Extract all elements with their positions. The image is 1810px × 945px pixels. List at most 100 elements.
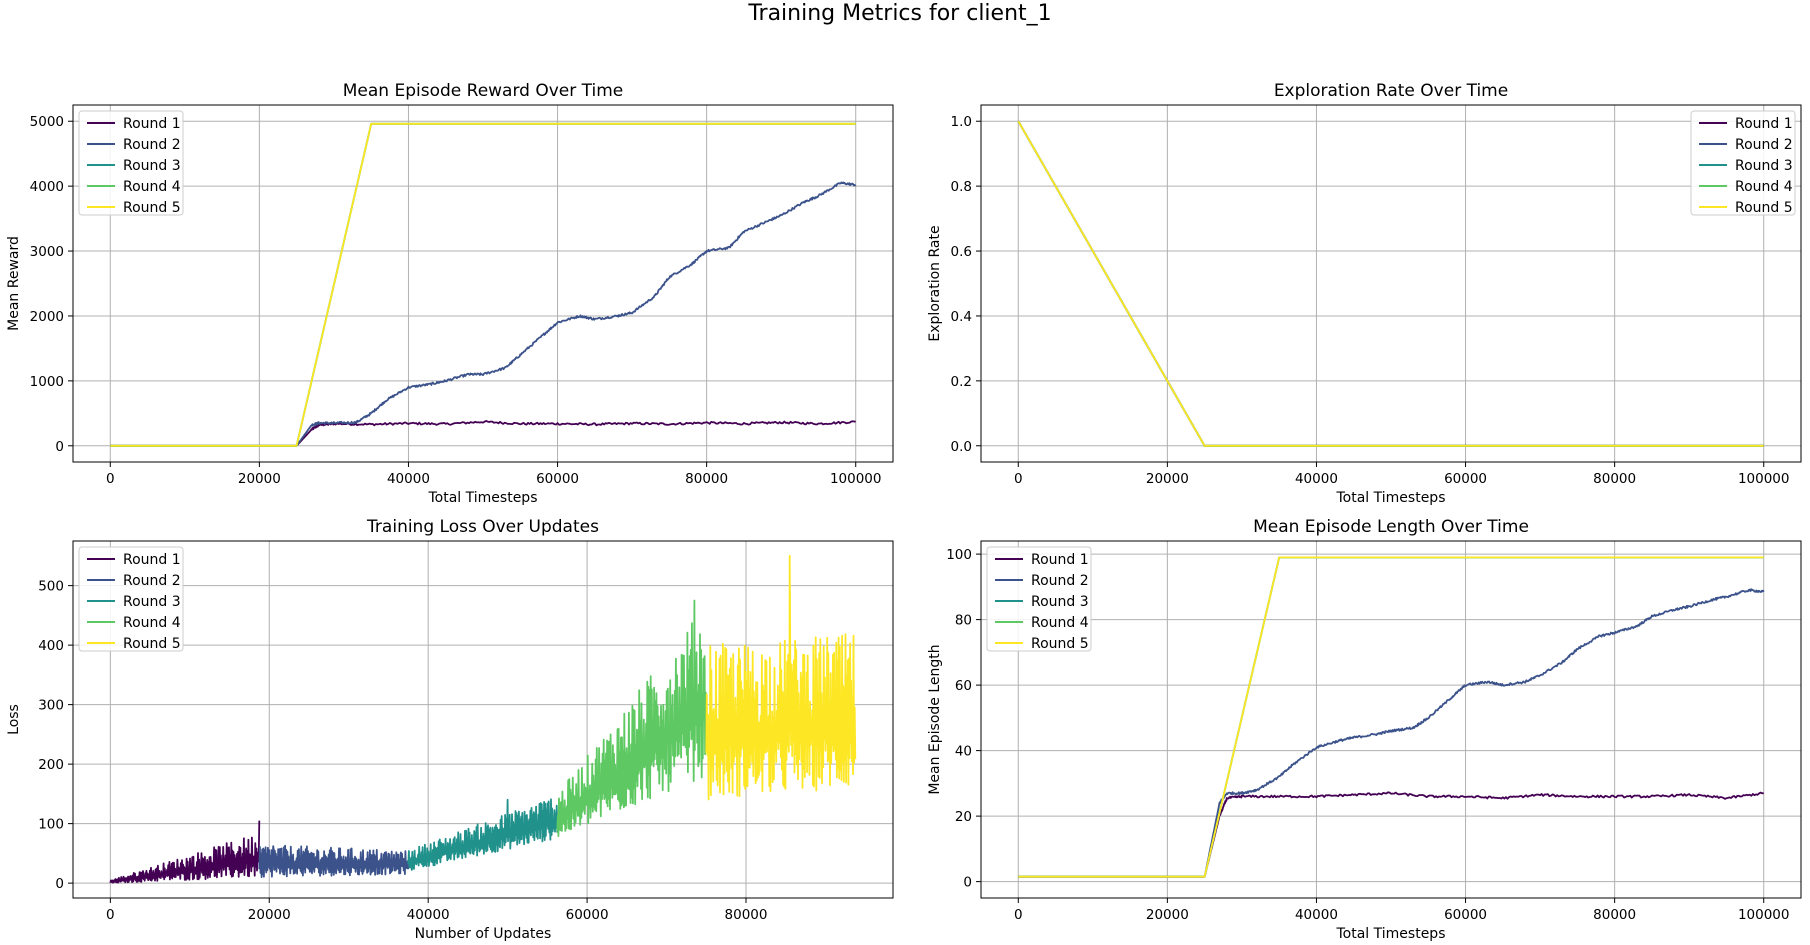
series-group [1017, 120, 1764, 447]
legend-box [1690, 110, 1796, 216]
y-tick-label: 100 [38, 817, 64, 833]
x-tick-label: 100000 [1738, 471, 1790, 487]
legend: Round 1 Round 2 Round 3 Round 4 Round 5 [986, 546, 1092, 652]
y-tick-label: 5000 [30, 114, 64, 130]
series-line-round-1 [1018, 791, 1764, 878]
legend-label-round-5: Round 5 [123, 636, 181, 652]
legend-label-round-1: Round 1 [1735, 116, 1793, 132]
y-tick-label: 0.6 [951, 244, 972, 260]
series-line-round-2 [1018, 588, 1765, 878]
subplot-title: Training Loss Over Updates [366, 517, 599, 537]
series-line-round-1 [110, 420, 856, 447]
subplot-4: Mean Episode Length Over Time 0 20000 40000… [927, 517, 1802, 942]
x-tick-label: 20000 [238, 471, 281, 487]
y-tick-label: 500 [38, 579, 64, 595]
legend-label-round-5: Round 5 [123, 200, 181, 216]
x-axis-label: Total Timesteps [428, 490, 538, 506]
y-tick-label: 300 [38, 698, 64, 714]
series-line-round-5 [1018, 556, 1764, 878]
x-tick-label: 100000 [1738, 907, 1790, 923]
legend-label-round-2: Round 2 [123, 137, 181, 153]
y-tick-label: 40 [955, 744, 972, 760]
y-tick-label: 0.4 [951, 309, 972, 325]
series-line-round-5 [110, 122, 856, 447]
legend-label-round-4: Round 4 [1735, 179, 1793, 195]
x-tick-label: 80000 [1593, 471, 1636, 487]
legend-label-round-3: Round 3 [1735, 158, 1793, 174]
legend-label-round-2: Round 2 [1735, 137, 1793, 153]
legend-label-round-3: Round 3 [123, 158, 181, 174]
legend-label-round-3: Round 3 [1031, 594, 1089, 610]
legend-label-round-2: Round 2 [1031, 573, 1089, 589]
series-line-round-4 [556, 599, 708, 837]
subplot-title: Mean Episode Length Over Time [1253, 517, 1529, 537]
y-tick-label: 100 [946, 547, 972, 563]
y-axis-label: Loss [6, 704, 22, 735]
series-line-round-5 [705, 555, 857, 801]
x-tick-label: 60000 [1444, 471, 1487, 487]
y-tick-label: 0.8 [951, 179, 972, 195]
y-tick-label: 0 [55, 876, 64, 892]
legend-label-round-1: Round 1 [123, 552, 181, 568]
subplot-title: Mean Episode Reward Over Time [343, 81, 624, 101]
series-line-round-2 [258, 844, 410, 878]
x-axis-label: Total Timesteps [1336, 926, 1446, 942]
x-tick-label: 0 [1014, 471, 1023, 487]
y-tick-label: 0.2 [951, 374, 972, 390]
y-tick-label: 200 [38, 757, 64, 773]
subplot-title: Exploration Rate Over Time [1274, 81, 1508, 101]
x-tick-label: 0 [106, 471, 115, 487]
x-tick-label: 60000 [536, 471, 579, 487]
legend-label-round-1: Round 1 [1031, 552, 1089, 568]
x-tick-label: 20000 [1146, 471, 1189, 487]
x-tick-label: 0 [106, 907, 115, 923]
y-tick-label: 1.0 [951, 114, 972, 130]
y-tick-label: 60 [955, 678, 972, 694]
x-tick-label: 40000 [1295, 471, 1338, 487]
legend-label-round-4: Round 4 [1031, 615, 1089, 631]
series-line-round-2 [110, 181, 857, 447]
x-tick-label: 80000 [725, 907, 768, 923]
y-axis-label: Mean Reward [6, 236, 22, 331]
plot-frame [72, 540, 894, 899]
series-line-round-1 [109, 820, 261, 884]
x-tick-label: 60000 [566, 907, 609, 923]
plot-frame [980, 104, 1802, 463]
legend-label-round-1: Round 1 [123, 116, 181, 132]
legend-label-round-4: Round 4 [123, 179, 181, 195]
y-tick-label: 2000 [30, 309, 64, 325]
subplot-2: Exploration Rate Over Time 0 20000 40000 600… [927, 81, 1802, 506]
subplot-3: Training Loss Over Updates 0 20000 40000 600… [6, 517, 894, 942]
legend: Round 1 Round 2 Round 3 Round 4 Round 5 [1690, 110, 1796, 216]
y-axis-label: Mean Episode Length [927, 644, 943, 794]
series-line-round-5 [1017, 120, 1764, 447]
plot-frame [72, 104, 894, 463]
legend-label-round-5: Round 5 [1735, 200, 1793, 216]
y-tick-label: 4000 [30, 179, 64, 195]
legend: Round 1 Round 2 Round 3 Round 4 Round 5 [78, 110, 184, 216]
series-group [1018, 556, 1765, 878]
legend-label-round-2: Round 2 [123, 573, 181, 589]
y-tick-label: 3000 [30, 244, 64, 260]
y-tick-label: 400 [38, 638, 64, 654]
legend-label-round-5: Round 5 [1031, 636, 1089, 652]
plot-frame [980, 540, 1802, 899]
legend-box [986, 546, 1092, 652]
legend-box [78, 546, 184, 652]
x-tick-label: 20000 [248, 907, 291, 923]
y-tick-label: 80 [955, 613, 972, 629]
x-tick-label: 40000 [1295, 907, 1338, 923]
x-tick-label: 100000 [830, 471, 882, 487]
x-tick-label: 40000 [407, 907, 450, 923]
y-tick-label: 0 [963, 875, 972, 891]
x-tick-label: 0 [1014, 907, 1023, 923]
series-group [109, 555, 857, 884]
y-axis-label: Exploration Rate [927, 225, 943, 341]
legend-box [78, 110, 184, 216]
legend: Round 1 Round 2 Round 3 Round 4 Round 5 [78, 546, 184, 652]
x-axis-label: Number of Updates [415, 926, 552, 942]
y-tick-label: 0 [55, 439, 64, 455]
